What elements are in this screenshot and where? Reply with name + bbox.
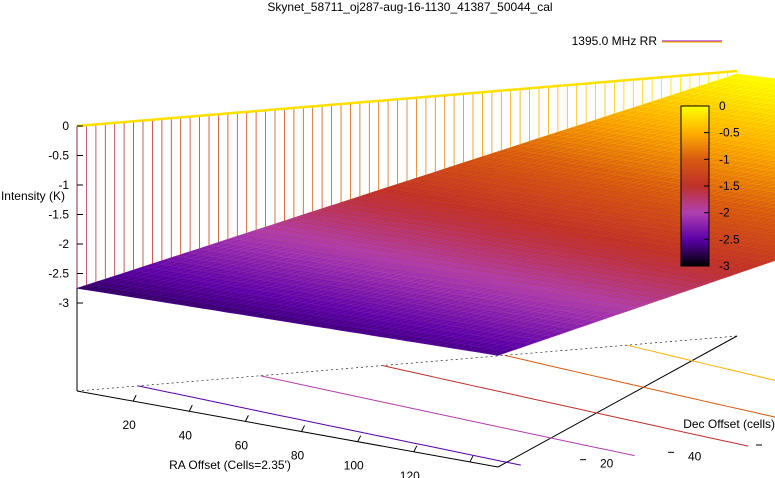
colorbar-tick-label: -3 <box>719 259 730 273</box>
chart-title: Skynet_58711_oj287-aug-16-1130_41387_500… <box>267 0 552 14</box>
z-tick-label: -1 <box>58 178 69 192</box>
y-tick-label: 40 <box>688 449 702 463</box>
base-x-axis <box>76 390 499 468</box>
x-tick <box>244 415 249 422</box>
legend-label: 1395.0 MHz RR <box>572 34 658 48</box>
x-tick-label: 120 <box>400 469 420 478</box>
x-tick-label: 20 <box>122 418 136 432</box>
x-tick <box>132 394 137 402</box>
z-tick-label: -3 <box>58 296 69 310</box>
contour-line <box>504 354 775 418</box>
contour-line <box>626 344 775 381</box>
y-tick-label: 20 <box>600 457 614 471</box>
colorbar-tick-label: -2 <box>719 206 730 220</box>
colorbar-tick-label: -2.5 <box>719 232 740 246</box>
x-tick <box>357 435 362 442</box>
contour-line <box>260 375 635 457</box>
x-tick-label: 60 <box>235 438 249 452</box>
z-axis-label: Intensity (K) <box>1 189 65 203</box>
z-tick-label: -1.5 <box>48 208 69 222</box>
x-tick <box>413 445 418 453</box>
colorbar-tick-label: -1.5 <box>719 179 740 193</box>
z-tick-label: -2.5 <box>48 267 69 281</box>
z-tick-label: -2 <box>58 237 69 251</box>
contour-line <box>382 365 749 447</box>
x-axis-label: RA Offset (Cells=2.35') <box>169 458 291 472</box>
z-tick-label: -0.5 <box>48 149 69 163</box>
y-axis-label: Dec Offset (cells) <box>683 417 775 431</box>
surface-cell <box>490 350 510 356</box>
colorbar-tick-label: -1 <box>719 152 730 166</box>
x-tick-label: 100 <box>344 459 364 473</box>
base-y-axis <box>497 335 738 468</box>
surface-mesh <box>76 73 775 356</box>
contour-line <box>137 385 521 466</box>
x-tick <box>469 455 474 463</box>
z-tick-label: 0 <box>62 119 69 133</box>
base-back-edge <box>76 335 738 392</box>
colorbar-tick-label: -0.5 <box>719 126 740 140</box>
x-tick <box>188 405 193 412</box>
colorbar-tick-label: 0 <box>719 99 726 113</box>
x-tick-label: 40 <box>179 428 193 442</box>
x-tick-label: 80 <box>291 449 305 463</box>
x-tick <box>301 425 305 432</box>
ridge-line <box>76 69 738 128</box>
edge-spikes <box>76 71 738 289</box>
